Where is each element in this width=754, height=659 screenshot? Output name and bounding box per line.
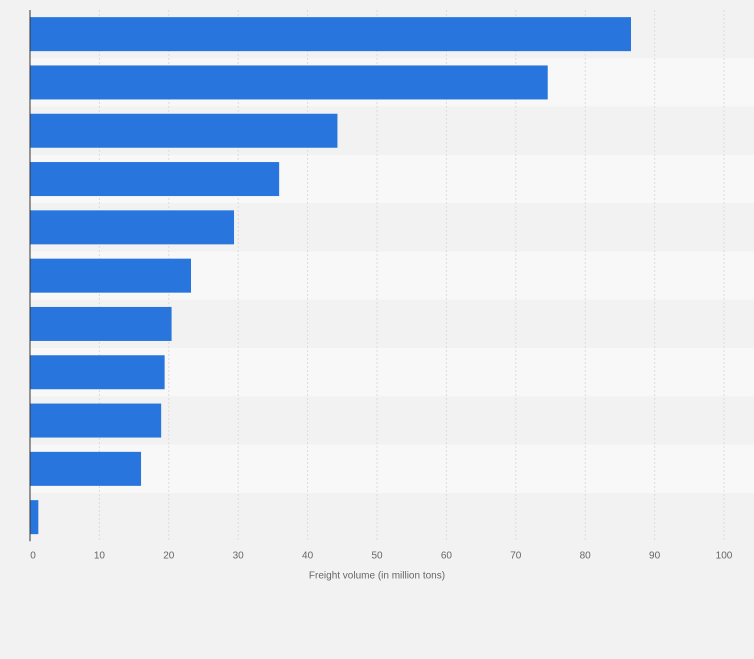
bar[interactable]	[30, 65, 548, 100]
x-axis-title: Freight volume (in million tons)	[309, 570, 445, 581]
bar[interactable]	[30, 451, 142, 486]
x-tick-label: 60	[441, 550, 453, 561]
x-tick-label: 50	[371, 550, 383, 561]
bar[interactable]	[30, 162, 280, 197]
x-tick-label: 80	[580, 550, 592, 561]
row-band	[30, 493, 754, 542]
bar[interactable]	[30, 113, 338, 148]
bar[interactable]	[30, 403, 162, 438]
x-tick-label: 0	[30, 550, 36, 561]
x-tick-label: 20	[163, 550, 175, 561]
row-band	[30, 444, 754, 493]
bar[interactable]	[30, 355, 165, 390]
bar[interactable]	[30, 258, 192, 293]
bars	[30, 17, 632, 535]
bar[interactable]	[30, 306, 172, 341]
x-tick-label: 100	[716, 550, 733, 561]
bar[interactable]	[30, 500, 39, 535]
x-tick-label: 10	[94, 550, 106, 561]
x-tick-label: 70	[510, 550, 522, 561]
bar[interactable]	[30, 17, 632, 52]
x-tick-label: 90	[649, 550, 661, 561]
x-axis-ticks: 0 10 20 30 40 50 60 70 80 90 100	[30, 550, 733, 561]
x-tick-label: 30	[233, 550, 245, 561]
bar[interactable]	[30, 210, 235, 245]
x-tick-label: 40	[302, 550, 314, 561]
